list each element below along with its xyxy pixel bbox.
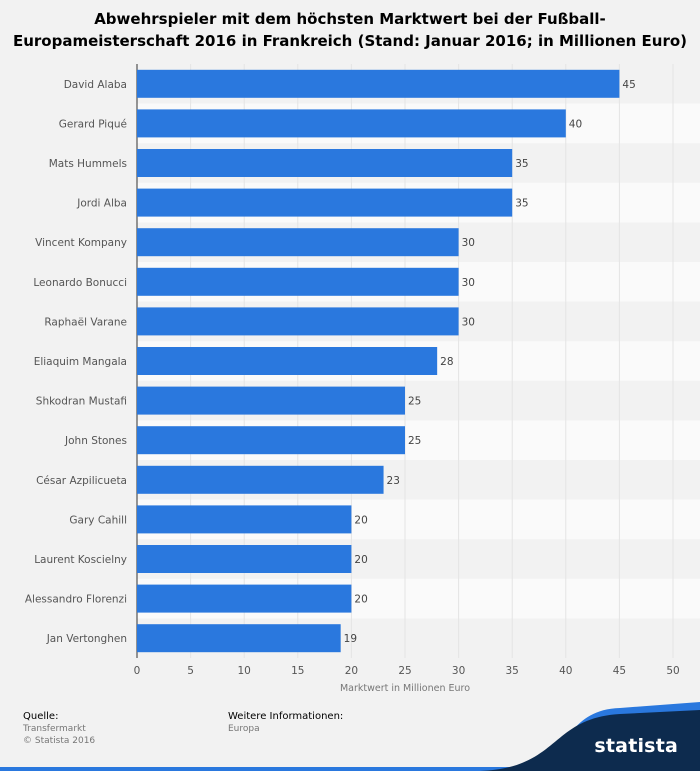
bar <box>137 307 459 336</box>
x-axis-title: Marktwert in Millionen Euro <box>340 683 470 694</box>
x-tick-label: 25 <box>398 665 411 677</box>
bar <box>137 69 620 98</box>
value-label: 35 <box>515 158 528 170</box>
bar <box>137 188 513 217</box>
x-tick-label: 10 <box>238 665 251 677</box>
x-tick-label: 35 <box>506 665 519 677</box>
category-label: Shkodran Mustafi <box>36 396 127 408</box>
bar <box>137 545 352 573</box>
category-label: Leonardo Bonucci <box>33 277 127 289</box>
bar <box>137 109 566 138</box>
bar <box>137 465 384 494</box>
value-label: 30 <box>462 316 475 328</box>
x-tick-label: 45 <box>613 665 626 677</box>
category-label: Laurent Koscielny <box>34 554 127 566</box>
bar <box>137 347 438 375</box>
category-label: Jan Vertonghen <box>46 633 127 645</box>
x-tick-label: 30 <box>452 665 465 677</box>
copyright-line: © Statista 2016 <box>23 736 96 746</box>
statista-logo: statista <box>594 735 678 757</box>
bar <box>137 149 513 177</box>
category-label: Gary Cahill <box>69 514 127 526</box>
value-label: 30 <box>462 237 475 249</box>
category-label: John Stones <box>64 435 127 447</box>
chart-title: Abwehrspieler mit dem höchsten Marktwert… <box>12 10 688 50</box>
x-tick-label: 0 <box>134 665 141 677</box>
value-label: 30 <box>462 277 475 289</box>
bar <box>137 584 352 613</box>
source-lines: Transfermarkt © Statista 2016 <box>23 723 95 747</box>
category-label: Mats Hummels <box>49 158 127 170</box>
value-label: 40 <box>569 118 582 130</box>
category-label: David Alaba <box>64 79 127 91</box>
source-line: Transfermarkt <box>23 724 86 734</box>
value-label: 23 <box>387 475 400 487</box>
bar <box>137 505 352 534</box>
category-label: Raphaël Varane <box>44 316 127 328</box>
x-tick-label: 50 <box>666 665 679 677</box>
category-label: Eliaquim Mangala <box>34 356 127 368</box>
x-tick-label: 40 <box>559 665 572 677</box>
x-tick-label: 15 <box>291 665 304 677</box>
wave-dark <box>480 710 700 771</box>
bar <box>137 228 459 257</box>
bar-chart: David Alaba 45 Gerard Piqué 40 Mats Hummels 3… <box>24 64 680 694</box>
info-value: Europa <box>228 724 260 734</box>
value-label: 45 <box>622 79 635 91</box>
value-label: 20 <box>354 514 367 526</box>
value-label: 20 <box>354 554 367 566</box>
value-label: 25 <box>408 435 421 447</box>
x-tick-label: 5 <box>187 665 194 677</box>
statista-wave-logo-background <box>0 702 700 771</box>
category-label: César Azpilicueta <box>36 475 127 487</box>
bar <box>137 267 459 296</box>
value-label: 28 <box>440 356 453 368</box>
x-tick-label: 20 <box>345 665 358 677</box>
category-label: Alessandro Florenzi <box>25 594 127 606</box>
value-label: 20 <box>354 594 367 606</box>
category-label: Gerard Piqué <box>59 118 127 130</box>
value-label: 25 <box>408 396 421 408</box>
bar <box>137 426 405 455</box>
info-heading: Weitere Informationen: <box>228 711 344 722</box>
value-label: 19 <box>344 633 357 645</box>
bar <box>137 624 341 653</box>
value-label: 35 <box>515 198 528 210</box>
source-heading: Quelle: <box>23 711 59 722</box>
bar <box>137 386 405 415</box>
category-label: Jordi Alba <box>76 198 127 210</box>
category-label: Vincent Kompany <box>35 237 127 249</box>
